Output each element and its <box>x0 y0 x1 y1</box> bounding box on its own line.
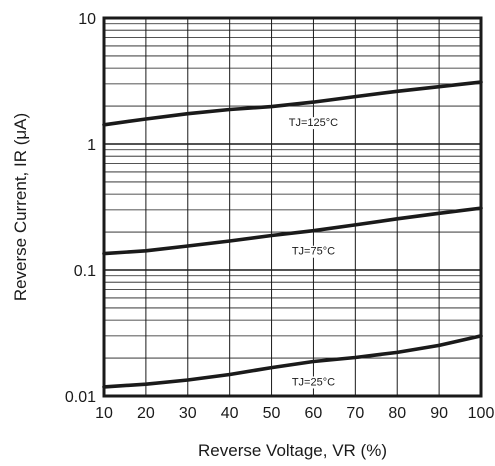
y-tick-labels: 0.01 0.1 1 10 <box>65 11 96 406</box>
y-tick-label: 1 <box>87 137 96 154</box>
series-label-background <box>289 245 338 258</box>
y-tick-label: 0.01 <box>65 389 96 406</box>
series-label: TJ=125°C <box>289 117 338 129</box>
series-line <box>102 80 483 127</box>
y-axis-label: Reverse Current, IR (μA) <box>11 113 30 301</box>
plot-frame <box>102 16 483 398</box>
x-tick-label: 20 <box>137 405 155 422</box>
series-label-background <box>289 376 338 389</box>
series-curves <box>102 80 483 389</box>
grid-lines <box>103 18 482 397</box>
x-tick-label: 30 <box>179 405 197 422</box>
y-tick-label: 0.1 <box>74 263 96 280</box>
y-tick-label: 10 <box>78 11 96 28</box>
x-tick-label: 10 <box>95 405 113 422</box>
series-label: TJ=25°C <box>292 376 335 388</box>
series-label: TJ=75°C <box>292 246 335 258</box>
x-tick-label: 100 <box>468 405 495 422</box>
x-tick-label: 60 <box>305 405 323 422</box>
series-label-background <box>286 117 341 130</box>
series-line <box>102 334 483 389</box>
x-tick-labels: 10 20 30 40 50 60 70 80 90 100 <box>95 405 494 422</box>
x-tick-label: 90 <box>430 405 448 422</box>
x-tick-label: 50 <box>263 405 281 422</box>
x-tick-label: 80 <box>388 405 406 422</box>
series-annotations: TJ=125°C TJ=75°C TJ=25°C <box>286 117 341 389</box>
series-line <box>102 206 483 256</box>
x-tick-label: 70 <box>346 405 364 422</box>
x-axis-label: Reverse Voltage, VR (%) <box>198 441 387 460</box>
x-tick-label: 40 <box>221 405 239 422</box>
